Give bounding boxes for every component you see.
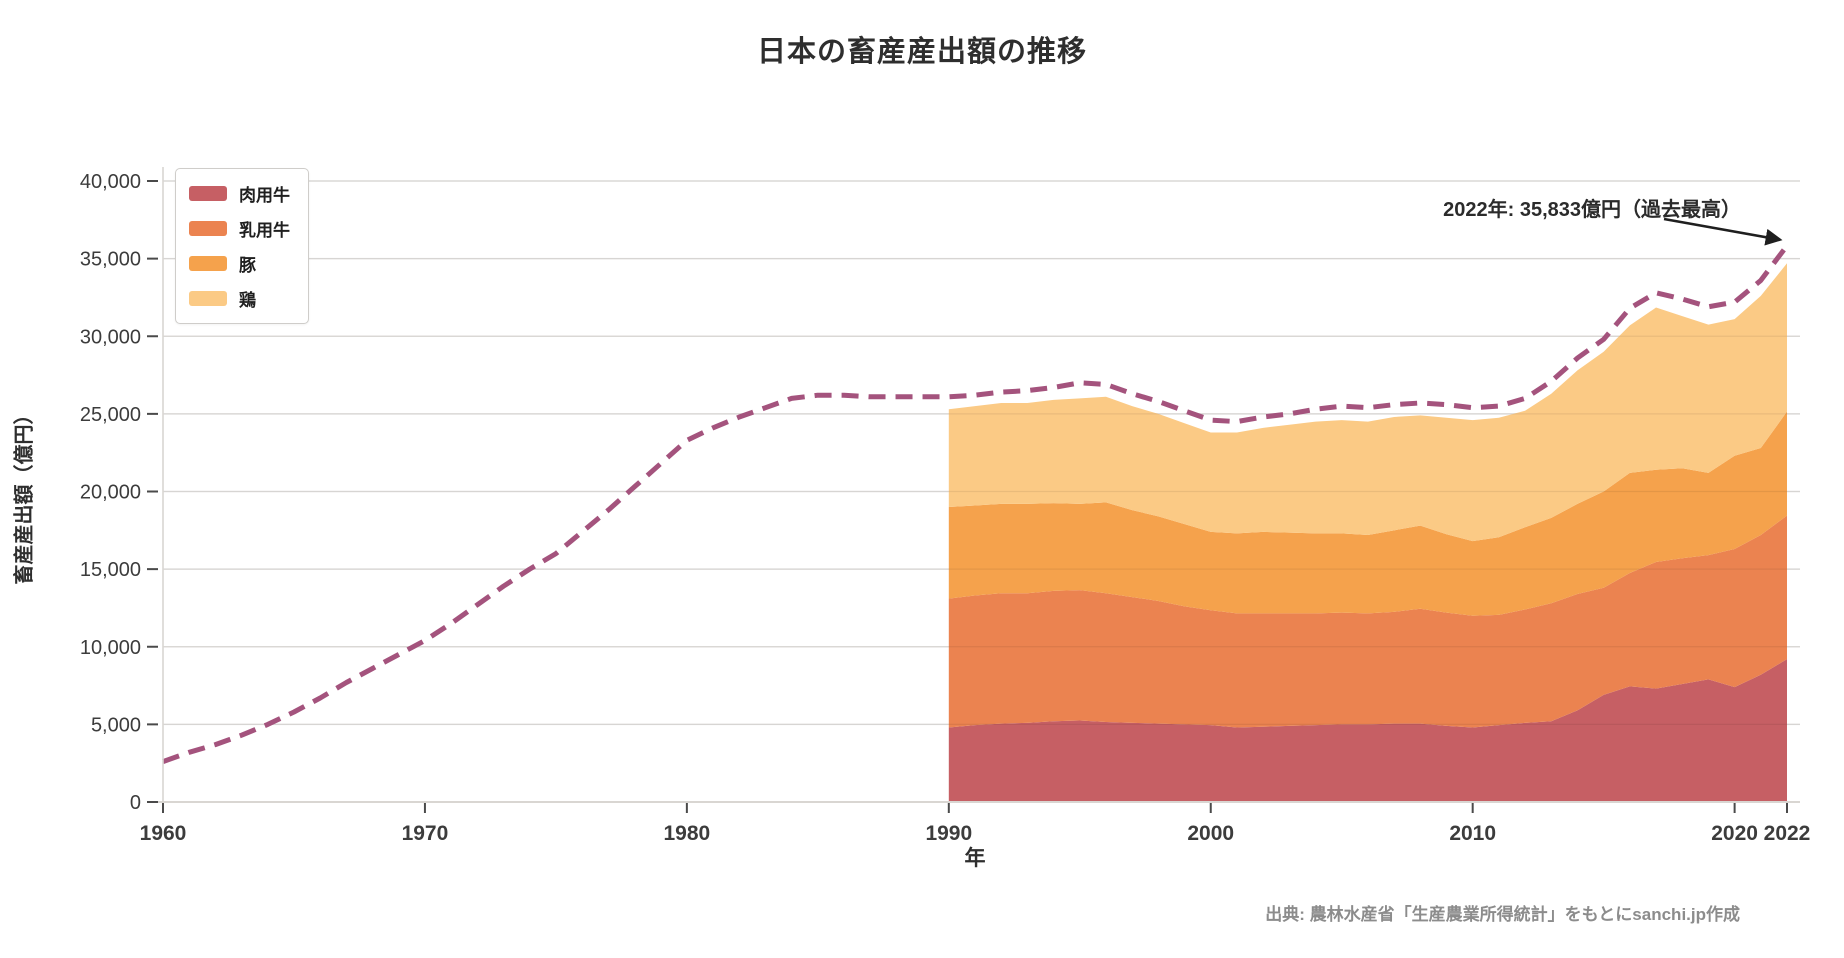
x-tick-label: 2010 xyxy=(1449,822,1496,845)
legend: 肉用牛 乳用牛豚鶏 xyxy=(175,168,309,324)
legend-swatch-icon xyxy=(189,256,227,271)
chart-title: 日本の畜産産出額の推移 xyxy=(756,36,1087,68)
y-tick-label: 30,000 xyxy=(80,326,141,348)
legend-label: 鶏 xyxy=(239,291,256,310)
y-tick-label: 20,000 xyxy=(80,482,141,504)
x-tick-label: 2020 xyxy=(1711,822,1758,845)
source-note: 出典: 農林水産省「生産農業所得統計」をもとにsanchi.jp作成 xyxy=(1265,905,1740,924)
annotation-2022-peak: 2022年: 35,833億円（過去最高） xyxy=(1443,199,1741,221)
legend-label: 豚 xyxy=(239,256,256,275)
legend-item-3: 鶏 xyxy=(189,286,290,311)
y-tick-label: 35,000 xyxy=(80,249,141,271)
y-tick-label: 5,000 xyxy=(91,714,141,736)
total-dashed-line xyxy=(162,244,1789,764)
y-tick-label: 10,000 xyxy=(80,637,141,659)
y-tick-label: 0 xyxy=(130,792,141,814)
x-tick-label: 1970 xyxy=(402,822,449,845)
legend-item-2: 豚 xyxy=(189,251,290,276)
y-tick-label: 40,000 xyxy=(80,171,141,193)
legend-swatch-icon xyxy=(189,291,227,306)
y-tick-label: 25,000 xyxy=(80,404,141,426)
legend-item-1: 乳用牛 xyxy=(189,216,290,241)
x-tick-label: 2000 xyxy=(1187,822,1234,845)
x-tick-label: 2022 xyxy=(1764,822,1811,845)
legend-swatch-icon xyxy=(189,221,227,236)
y-axis-title: 畜産産出額（億円） xyxy=(13,404,36,585)
x-axis-title: 年 xyxy=(964,847,986,870)
x-tick-label: 1980 xyxy=(664,822,711,845)
area-series-0 xyxy=(948,659,1787,802)
area-series-2 xyxy=(948,411,1787,616)
legend-swatch-icon xyxy=(189,186,227,201)
legend-label: 乳用牛 xyxy=(239,221,290,240)
x-tick-label: 1990 xyxy=(925,822,972,845)
annotation-arrow-icon xyxy=(1663,217,1783,246)
y-tick-label: 15,000 xyxy=(80,559,141,581)
legend-item-0: 肉用牛 xyxy=(189,181,290,206)
x-tick-label: 1960 xyxy=(140,822,187,845)
area-series-1 xyxy=(948,515,1787,728)
legend-label: 肉用牛 xyxy=(239,186,290,205)
area-series-3 xyxy=(948,263,1787,542)
